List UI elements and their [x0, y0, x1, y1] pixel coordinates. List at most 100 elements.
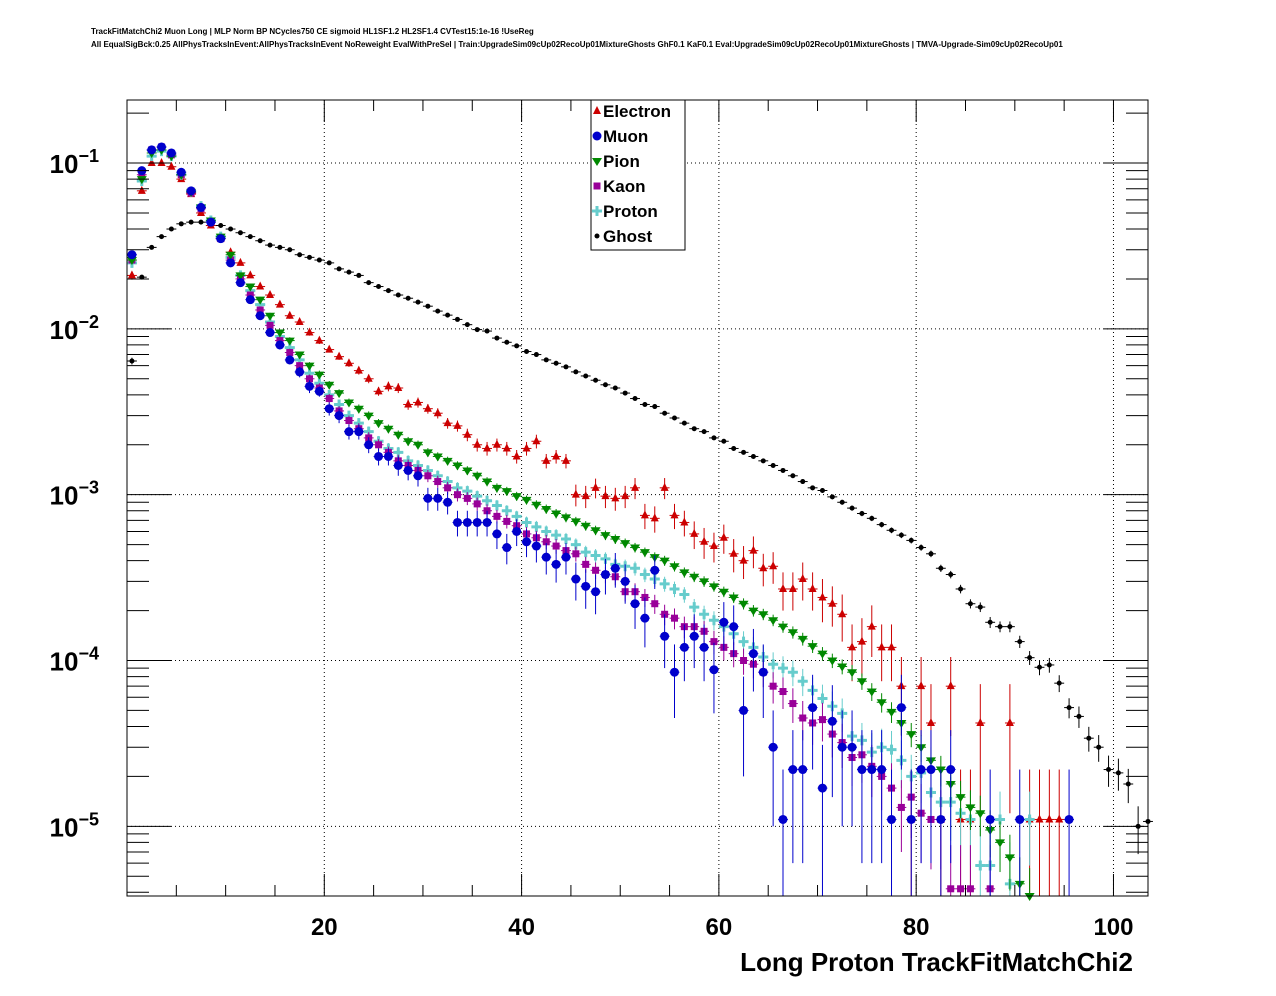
data-point: [166, 161, 177, 170]
marker-triangle-up: [266, 290, 275, 299]
data-point: [462, 492, 473, 506]
marker-square: [710, 638, 718, 646]
marker-triangle-up: [838, 609, 847, 618]
data-point: [580, 373, 591, 379]
data-point: [659, 614, 670, 669]
marker-dot: [395, 292, 401, 298]
data-point: [491, 521, 502, 550]
data-point: [294, 252, 305, 258]
data-point: [304, 362, 315, 371]
marker-triangle-up: [423, 403, 432, 412]
marker-cross: [590, 550, 601, 561]
marker-circle: [541, 552, 551, 562]
data-point: [344, 424, 354, 440]
marker-dot: [1125, 781, 1131, 787]
marker-cross: [975, 860, 986, 871]
marker-circle: [788, 765, 798, 775]
x-tick-label: 40: [508, 914, 535, 941]
marker-cross: [393, 447, 404, 458]
marker-triangle-up: [167, 161, 176, 170]
marker-circle: [906, 814, 916, 824]
data-point: [383, 381, 394, 392]
data-point: [590, 478, 601, 499]
data-point: [1044, 769, 1055, 896]
marker-circle: [245, 295, 255, 305]
data-point: [817, 647, 828, 661]
data-point: [294, 317, 305, 326]
marker-triangle-up: [926, 717, 935, 726]
data-point: [215, 234, 226, 244]
data-point: [965, 845, 976, 896]
data-point: [403, 399, 414, 410]
marker-cross: [580, 547, 591, 558]
data-point: [274, 244, 285, 250]
marker-triangle-up: [593, 106, 601, 114]
legend-label: Ghost: [603, 227, 652, 246]
data-point: [600, 530, 611, 541]
marker-triangle-down: [245, 283, 256, 292]
data-point: [610, 487, 621, 511]
data-point: [156, 158, 167, 167]
marker-dot: [346, 269, 352, 275]
data-point: [334, 351, 345, 360]
marker-circle: [127, 250, 137, 260]
data-point: [866, 605, 877, 657]
marker-cross: [995, 814, 1006, 825]
data-point: [778, 769, 788, 896]
data-point: [787, 473, 798, 479]
data-point: [403, 295, 414, 301]
marker-circle: [314, 386, 324, 396]
data-point: [1093, 735, 1104, 762]
marker-triangle-down: [570, 518, 581, 527]
data-point: [491, 438, 502, 452]
marker-triangle-up: [1045, 814, 1054, 823]
data-point: [501, 441, 512, 456]
data-point: [422, 403, 433, 414]
marker-triangle-up: [492, 439, 501, 448]
marker-triangle-up: [779, 583, 788, 592]
data-point: [955, 780, 966, 819]
data-point: [708, 611, 719, 631]
marker-triangle-down: [592, 158, 602, 166]
legend-label: Electron: [603, 102, 671, 121]
marker-triangle-down: [778, 623, 789, 632]
data-point: [1074, 706, 1084, 728]
data-point: [807, 485, 818, 491]
marker-triangle-up: [818, 592, 827, 601]
y-tick-label: 10−2: [50, 312, 99, 345]
data-point: [501, 533, 512, 565]
data-point: [827, 685, 838, 798]
data-point: [1083, 726, 1094, 752]
data-point: [708, 581, 719, 592]
marker-circle: [166, 148, 176, 158]
marker-triangle-down: [679, 569, 690, 578]
data-point: [738, 546, 749, 580]
marker-circle: [689, 631, 699, 641]
marker-circle: [462, 517, 472, 527]
marker-circle: [748, 649, 758, 659]
data-point: [768, 462, 779, 468]
marker-triangle-up: [660, 482, 669, 491]
marker-triangle-up: [700, 536, 709, 545]
data-point: [491, 335, 502, 341]
data-point: [886, 702, 897, 723]
marker-dot: [435, 308, 441, 314]
marker-dot: [938, 565, 944, 571]
data-point: [353, 404, 364, 414]
marker-triangle-up: [443, 418, 452, 427]
data-point: [245, 234, 256, 240]
data-point: [679, 420, 690, 426]
data-point: [432, 475, 443, 488]
marker-triangle-down: [442, 457, 453, 466]
marker-cross: [787, 667, 798, 678]
data-point: [245, 270, 256, 279]
series-pion: [126, 146, 1035, 901]
data-point: [906, 537, 917, 544]
data-point: [472, 471, 483, 481]
marker-triangle-up: [305, 327, 314, 336]
data-point: [1014, 635, 1025, 648]
data-point: [679, 567, 690, 578]
marker-triangle-down: [353, 405, 364, 414]
data-point: [778, 621, 789, 633]
marker-dot: [1096, 744, 1102, 750]
